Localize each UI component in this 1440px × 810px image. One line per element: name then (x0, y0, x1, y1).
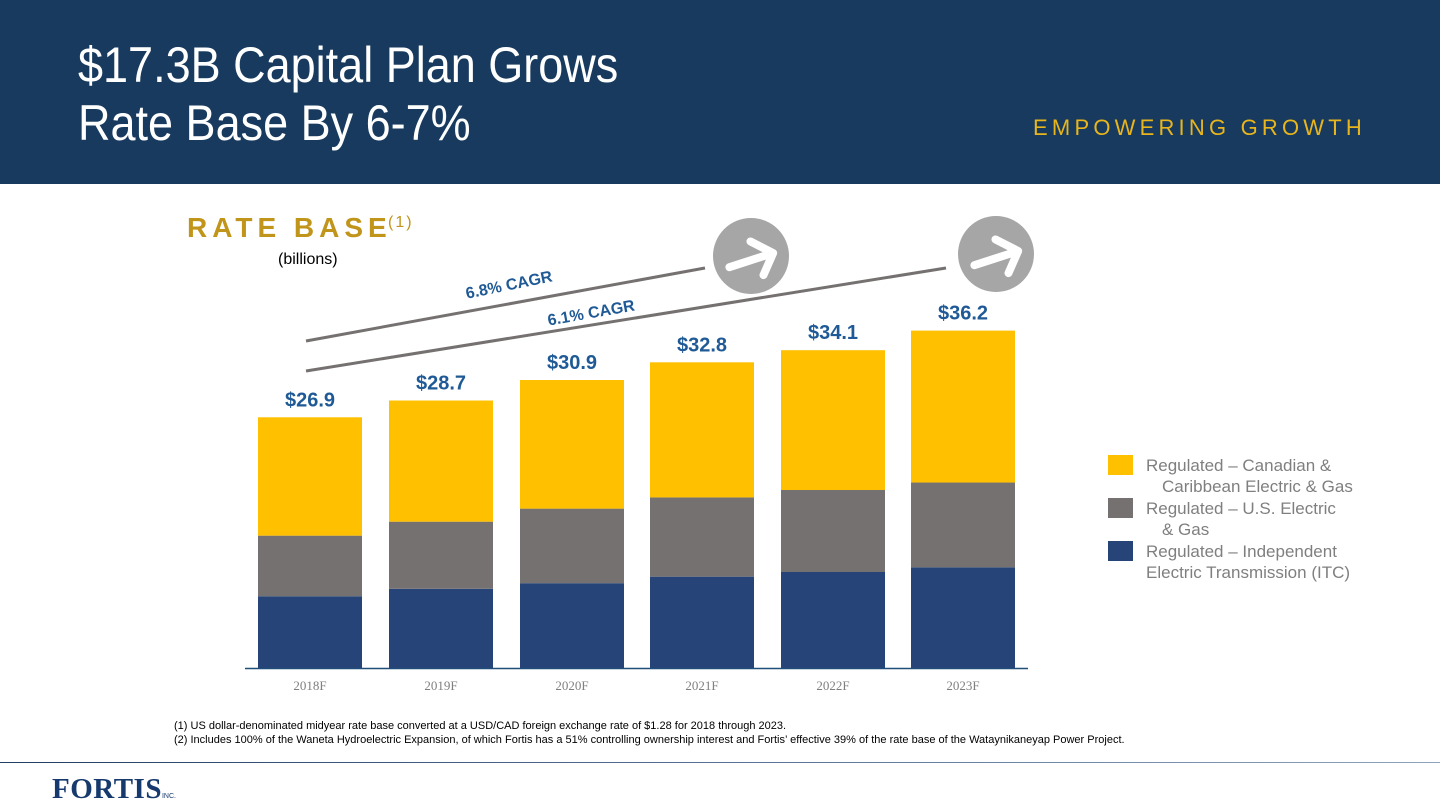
footer-divider (0, 762, 1440, 763)
bar-segment-2023F-0 (911, 567, 1015, 668)
total-label-2020F: $30.9 (547, 352, 597, 374)
legend-label: & Gas (1162, 520, 1210, 539)
bar-segment-2023F-1 (911, 482, 1015, 568)
title-line-2: Rate Base By 6-7% (78, 95, 471, 151)
bar-segment-2022F-0 (781, 572, 885, 668)
x-tick-2021F: 2021F (685, 678, 718, 693)
x-tick-2018F: 2018F (293, 678, 326, 693)
bar-segment-2020F-2 (520, 380, 624, 509)
bar-segment-2020F-0 (520, 583, 624, 668)
bar-segment-2019F-1 (389, 521, 493, 589)
bar-segment-2023F-2 (911, 330, 1015, 483)
legend-label: Regulated – Independent (1146, 542, 1337, 561)
title-line-1: $17.3B Capital Plan Grows (78, 37, 619, 93)
total-label-2023F: $36.2 (938, 303, 988, 325)
logo-suffix: INC. (161, 793, 176, 800)
section-title: RATE BASE (187, 212, 392, 243)
page-title: $17.3B Capital Plan Grows Rate Base By 6… (78, 36, 618, 152)
legend-label: Caribbean Electric & Gas (1162, 477, 1353, 496)
footnote-2: (2) Includes 100% of the Waneta Hydroele… (174, 734, 1125, 746)
bar-segment-2022F-1 (781, 489, 885, 573)
bar-segment-2021F-1 (650, 497, 754, 577)
legend-swatch (1108, 541, 1133, 561)
bar-segment-2022F-2 (781, 350, 885, 490)
legend: Regulated – Canadian & Caribbean Electric… (1108, 455, 1428, 584)
logo-text: FORTIS (52, 773, 162, 805)
labels-group: $26.9 2018F $28.7 2019F $30.9 2020F $32.8 2021F… (285, 303, 988, 693)
cagr-line-2 (305, 266, 947, 373)
legend-item: Regulated – U.S. Electric & Gas (1108, 498, 1428, 540)
bar-segment-2020F-1 (520, 508, 624, 584)
tagline: EMPOWERING GROWTH (1033, 115, 1366, 140)
header-banner: $17.3B Capital Plan Grows Rate Base By 6… (0, 0, 1440, 184)
legend-swatch (1108, 498, 1133, 518)
x-tick-2019F: 2019F (424, 678, 457, 693)
legend-label: Regulated – Canadian & (1146, 456, 1332, 475)
footnote-ref: (1) (388, 214, 414, 231)
legend-item: Regulated – Independent Electric Transmis… (1108, 541, 1428, 583)
cagr-line-1 (305, 266, 706, 343)
fortis-logo: FORTISINC. (52, 773, 176, 806)
units-label: (billions) (278, 251, 338, 268)
legend-item: Regulated – Canadian & Caribbean Electric… (1108, 455, 1428, 497)
bar-segment-2018F-0 (258, 596, 362, 668)
footnotes: (1) US dollar-denominated midyear rate b… (174, 719, 1125, 747)
total-label-2022F: $34.1 (808, 322, 858, 344)
legend-swatch (1108, 455, 1133, 475)
x-tick-2023F: 2023F (946, 678, 979, 693)
bar-segment-2018F-2 (258, 417, 362, 536)
bar-segment-2019F-0 (389, 588, 493, 668)
bar-segment-2021F-0 (650, 576, 754, 668)
x-tick-2020F: 2020F (555, 678, 588, 693)
legend-label: Electric Transmission (ITC) (1146, 563, 1351, 582)
bars-group (258, 330, 1015, 668)
total-label-2018F: $26.9 (285, 389, 335, 411)
legend-label: Regulated – U.S. Electric (1146, 499, 1336, 518)
bar-segment-2019F-2 (389, 400, 493, 522)
x-tick-2022F: 2022F (816, 678, 849, 693)
bar-segment-2018F-1 (258, 535, 362, 597)
arrow-right-icon (725, 237, 778, 280)
arrow-right-icon (970, 235, 1023, 278)
bar-segment-2021F-2 (650, 362, 754, 498)
total-label-2021F: $32.8 (677, 334, 727, 356)
footnote-1: (1) US dollar-denominated midyear rate b… (174, 720, 787, 732)
total-label-2019F: $28.7 (416, 373, 466, 395)
